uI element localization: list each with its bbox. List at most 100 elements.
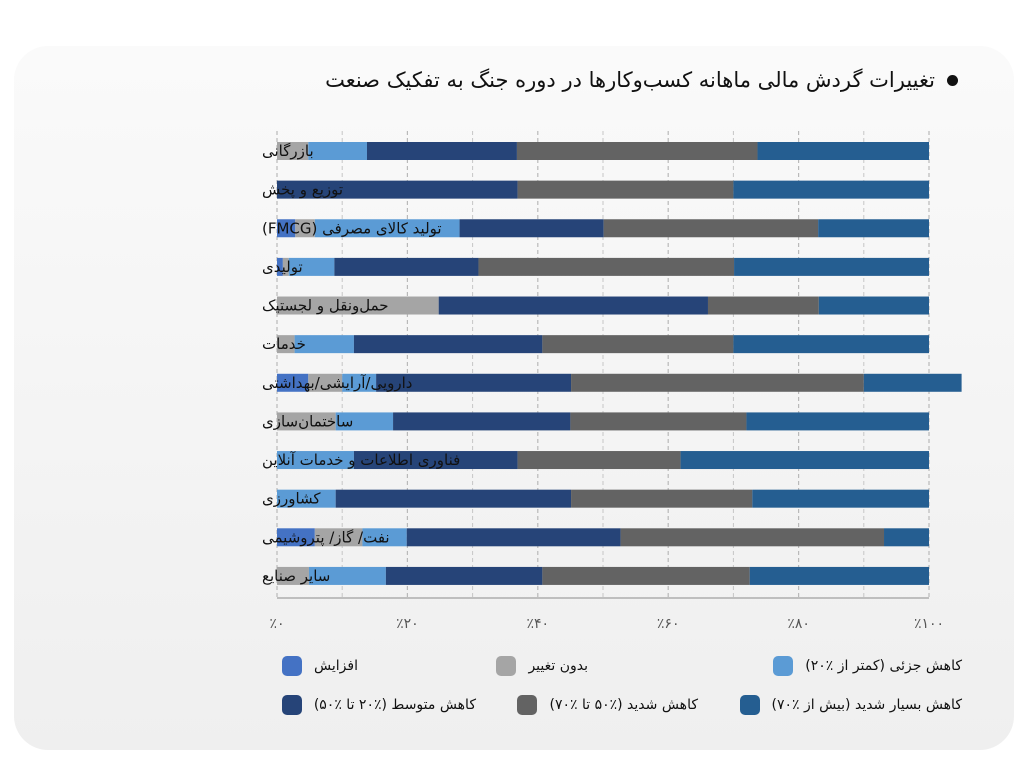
bar-segment bbox=[620, 528, 885, 547]
bar-segment bbox=[277, 257, 283, 276]
legend-swatch bbox=[282, 656, 303, 676]
x-tick-label: ٪۲۰ bbox=[396, 616, 419, 632]
legend-item: بدون تغییر bbox=[496, 656, 588, 676]
bar-segment bbox=[282, 257, 289, 276]
bar-segment bbox=[517, 451, 681, 470]
legend-item: کاهش جزئی (کمتر از ٪۲۰) bbox=[773, 656, 962, 676]
bar-segment bbox=[459, 219, 604, 238]
category-label: دارویی/آرایشی/بهداشتی bbox=[262, 374, 412, 392]
bar-segment bbox=[818, 219, 929, 238]
bar-segment bbox=[277, 296, 439, 315]
bar-segment bbox=[295, 219, 315, 238]
x-tick-label: ٪۱۰۰ bbox=[914, 616, 944, 632]
bar-segment bbox=[406, 528, 621, 547]
bar-segment bbox=[376, 373, 572, 392]
bar-segment bbox=[818, 296, 929, 315]
bar-segment bbox=[277, 142, 309, 160]
bar-segment bbox=[277, 373, 309, 392]
bar-segment bbox=[277, 489, 336, 508]
bar-segment bbox=[571, 373, 864, 392]
legend-item: کاهش متوسط (٪۲۰ تا ٪۵۰) bbox=[281, 695, 476, 715]
bar-segment bbox=[335, 489, 572, 508]
legend-label: کاهش شدید (٪۵۰ تا ٪۷۰) bbox=[549, 697, 698, 713]
category-label: کشاورزی bbox=[262, 490, 321, 508]
bar-segment bbox=[308, 566, 386, 585]
grid-lines bbox=[276, 131, 930, 599]
legend-item: افزایش bbox=[282, 656, 358, 676]
legend-label: بدون تغییر bbox=[528, 658, 588, 674]
legend-label: کاهش بسیار شدید (بیش از ٪۷۰) bbox=[771, 697, 963, 713]
bar-segment bbox=[707, 296, 819, 315]
bar-segment bbox=[516, 142, 758, 160]
bar-segment bbox=[277, 335, 295, 354]
chart-title-row: تغییرات گردش مالی ماهانه کسب‌وکارها در د… bbox=[325, 68, 958, 92]
category-label: تولید کالای مصرفی (FMCG) bbox=[262, 219, 442, 237]
category-label: سایر صنایع bbox=[262, 567, 330, 585]
bar-segment bbox=[393, 412, 571, 431]
bar-segment bbox=[517, 180, 734, 199]
category-label: نفت/ گاز/ پتروشیمی bbox=[262, 528, 390, 547]
bar-segment bbox=[571, 489, 753, 508]
legend-item: کاهش شدید (٪۵۰ تا ٪۷۰) bbox=[517, 695, 698, 715]
bar-segment bbox=[288, 257, 335, 276]
bar-segment bbox=[366, 142, 517, 160]
bar-segment bbox=[734, 257, 929, 276]
legend-label: افزایش bbox=[314, 658, 358, 674]
bar-segment bbox=[746, 412, 929, 431]
x-tick-label: ٪۴۰ bbox=[527, 616, 550, 632]
bar-segment bbox=[752, 489, 929, 508]
chart-card bbox=[14, 46, 1014, 750]
legend-swatch bbox=[496, 656, 517, 676]
x-tick-labels: ٪۰ ٪۲۰ ٪۴۰ ٪۶۰ ٪۸۰ ٪۱۰۰ bbox=[269, 616, 944, 632]
category-labels: بازرگانی توزیع و پخش تولید کالای مصرفی (FM… bbox=[262, 142, 460, 585]
x-tick-label: ٪۰ bbox=[269, 616, 284, 632]
bar-segment bbox=[603, 219, 819, 238]
bar-segment bbox=[757, 142, 929, 160]
legend-swatch bbox=[739, 695, 760, 715]
bar-segment bbox=[342, 373, 377, 392]
bar-segment bbox=[542, 335, 734, 354]
category-label: توزیع و پخش bbox=[262, 181, 343, 200]
legend-label: کاهش جزئی (کمتر از ٪۲۰) bbox=[805, 658, 962, 674]
category-label: ساختمان‌سازی bbox=[262, 412, 353, 430]
bar-segment bbox=[733, 335, 929, 354]
bar-segment bbox=[314, 528, 363, 547]
bar-segment bbox=[863, 373, 962, 392]
legend-item: کاهش بسیار شدید (بیش از ٪۷۰) bbox=[739, 695, 963, 715]
bar-segment bbox=[362, 528, 407, 547]
bar-segment bbox=[542, 566, 750, 585]
bar-segment bbox=[353, 335, 543, 354]
bar-segment bbox=[680, 451, 929, 470]
bar-segment bbox=[884, 528, 929, 547]
bar-segment bbox=[277, 180, 518, 199]
bar-segment bbox=[308, 142, 367, 160]
category-label: حمل‌ونقل و لجستیک bbox=[262, 297, 389, 315]
category-label: بازرگانی bbox=[262, 142, 314, 160]
bar-segment bbox=[353, 451, 518, 470]
bar-segment bbox=[749, 566, 929, 585]
bar-segment bbox=[308, 373, 343, 392]
bar-segment bbox=[277, 528, 315, 547]
bar-segment bbox=[385, 566, 543, 585]
bar-segment bbox=[277, 566, 309, 585]
bar-segment bbox=[334, 257, 479, 276]
bar-segment bbox=[314, 219, 460, 238]
category-label: خدمات bbox=[262, 335, 306, 353]
bar-segment bbox=[335, 412, 394, 431]
bar-segment bbox=[733, 180, 929, 199]
legend-swatch bbox=[517, 695, 538, 715]
bars bbox=[277, 142, 962, 585]
category-label: تولیدی bbox=[262, 258, 303, 276]
bar-segment bbox=[478, 257, 735, 276]
legend-label: کاهش متوسط (٪۲۰ تا ٪۵۰) bbox=[313, 697, 476, 713]
bullet-dot-icon bbox=[947, 74, 958, 86]
x-tick-label: ٪۸۰ bbox=[787, 616, 810, 632]
bar-segment bbox=[277, 219, 296, 238]
x-tick-label: ٪۶۰ bbox=[657, 616, 680, 632]
bar-segment bbox=[277, 412, 336, 431]
bar-segment bbox=[277, 451, 354, 470]
bar-segment bbox=[438, 296, 708, 315]
bar-segment bbox=[294, 335, 354, 354]
